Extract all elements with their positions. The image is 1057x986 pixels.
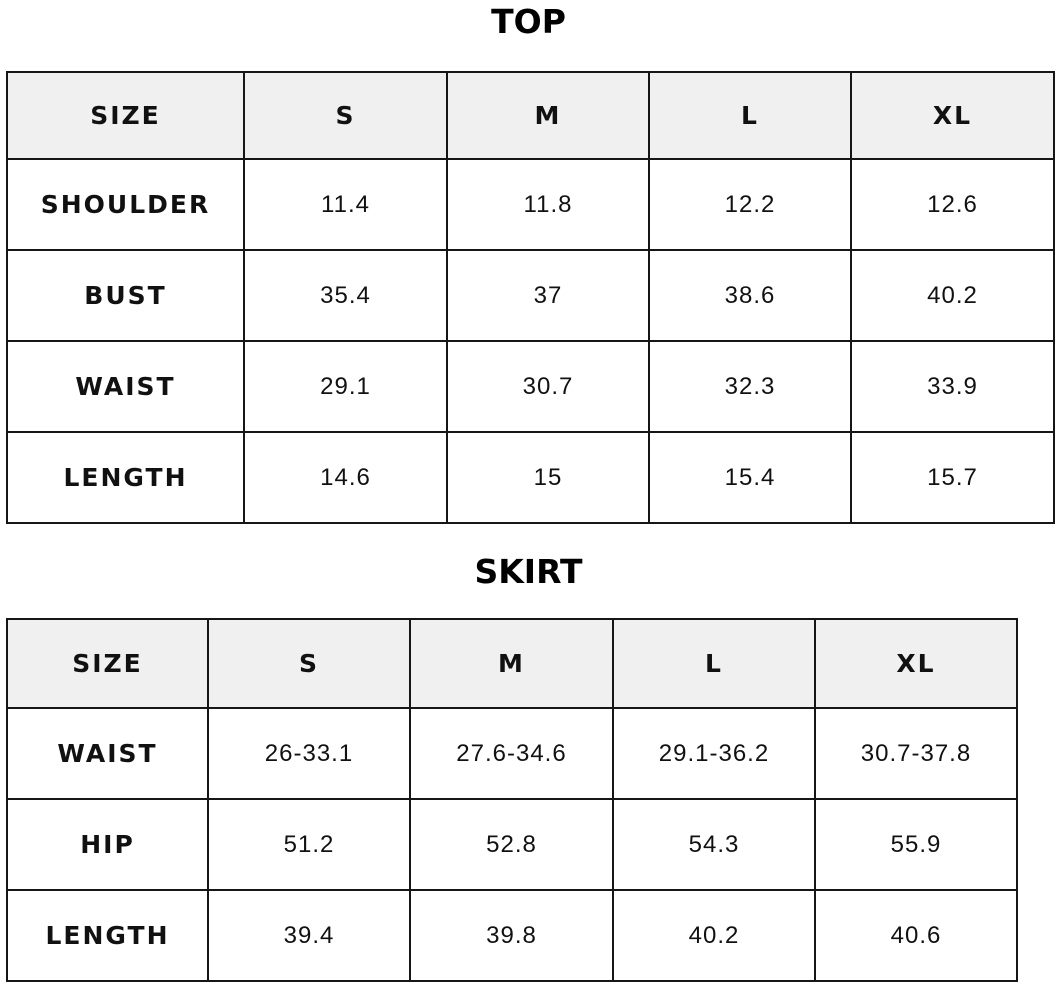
value-cell: 37 xyxy=(446,249,650,342)
table-row: LENGTH 39.4 39.8 40.2 40.6 xyxy=(6,889,1018,982)
row-label: BUST xyxy=(6,249,245,342)
skirt-size-table: SIZE S M L XL WAIST 26-33.1 27.6-34.6 29… xyxy=(6,618,1018,982)
table-header-row: SIZE S M L XL xyxy=(6,71,1055,160)
value-cell: 54.3 xyxy=(612,798,816,891)
value-cell: 35.4 xyxy=(243,249,448,342)
value-cell: 29.1-36.2 xyxy=(612,707,816,800)
value-cell: 11.8 xyxy=(446,158,650,251)
value-cell: 15 xyxy=(446,431,650,524)
skirt-section-title: SKIRT xyxy=(474,552,583,591)
value-cell: 52.8 xyxy=(409,798,614,891)
header-cell: L xyxy=(648,71,852,160)
value-cell: 15.7 xyxy=(850,431,1055,524)
row-label: SHOULDER xyxy=(6,158,245,251)
value-cell: 32.3 xyxy=(648,340,852,433)
value-cell: 26-33.1 xyxy=(207,707,411,800)
value-cell: 40.6 xyxy=(814,889,1018,982)
row-label: LENGTH xyxy=(6,889,209,982)
value-cell: 51.2 xyxy=(207,798,411,891)
value-cell: 14.6 xyxy=(243,431,448,524)
table-row: HIP 51.2 52.8 54.3 55.9 xyxy=(6,798,1018,891)
value-cell: 39.4 xyxy=(207,889,411,982)
value-cell: 15.4 xyxy=(648,431,852,524)
row-label: LENGTH xyxy=(6,431,245,524)
header-cell: XL xyxy=(814,618,1018,709)
header-cell: SIZE xyxy=(6,71,245,160)
table-row: WAIST 26-33.1 27.6-34.6 29.1-36.2 30.7-3… xyxy=(6,707,1018,800)
value-cell: 39.8 xyxy=(409,889,614,982)
table-row: SHOULDER 11.4 11.8 12.2 12.6 xyxy=(6,158,1055,251)
value-cell: 55.9 xyxy=(814,798,1018,891)
value-cell: 40.2 xyxy=(850,249,1055,342)
header-cell: M xyxy=(446,71,650,160)
table-row: WAIST 29.1 30.7 32.3 33.9 xyxy=(6,340,1055,433)
table-header-row: SIZE S M L XL xyxy=(6,618,1018,709)
value-cell: 30.7-37.8 xyxy=(814,707,1018,800)
header-cell: M xyxy=(409,618,614,709)
value-cell: 33.9 xyxy=(850,340,1055,433)
value-cell: 40.2 xyxy=(612,889,816,982)
value-cell: 27.6-34.6 xyxy=(409,707,614,800)
value-cell: 12.2 xyxy=(648,158,852,251)
top-section-title: TOP xyxy=(491,2,566,41)
value-cell: 12.6 xyxy=(850,158,1055,251)
row-label: WAIST xyxy=(6,707,209,800)
value-cell: 38.6 xyxy=(648,249,852,342)
header-cell: S xyxy=(207,618,411,709)
value-cell: 11.4 xyxy=(243,158,448,251)
header-cell: XL xyxy=(850,71,1055,160)
header-cell: S xyxy=(243,71,448,160)
value-cell: 29.1 xyxy=(243,340,448,433)
table-row: LENGTH 14.6 15 15.4 15.7 xyxy=(6,431,1055,524)
row-label: WAIST xyxy=(6,340,245,433)
top-size-table: SIZE S M L XL SHOULDER 11.4 11.8 12.2 12… xyxy=(6,71,1055,524)
table-row: BUST 35.4 37 38.6 40.2 xyxy=(6,249,1055,342)
value-cell: 30.7 xyxy=(446,340,650,433)
header-cell: SIZE xyxy=(6,618,209,709)
header-cell: L xyxy=(612,618,816,709)
row-label: HIP xyxy=(6,798,209,891)
